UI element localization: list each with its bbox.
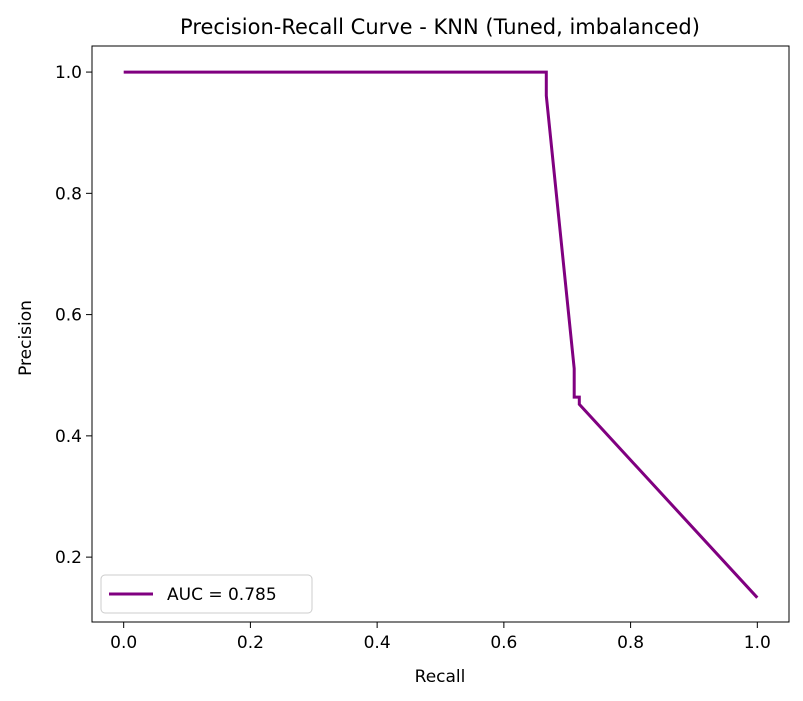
series-layer — [123, 70, 759, 599]
legend-label: AUC = 0.785 — [167, 585, 277, 605]
plot-frame — [91, 45, 790, 623]
legend-frame — [100, 574, 313, 614]
x-axis: 0.0 0.2 0.4 0.6 0.8 1.0 — [110, 622, 771, 653]
x-tick-label: 1.0 — [744, 633, 771, 653]
y-axis-label: Precision — [16, 300, 36, 376]
y-tick-label: 0.4 — [55, 427, 82, 447]
x-tick-label: 0.0 — [110, 633, 137, 653]
y-tick-label: 0.8 — [55, 184, 82, 204]
chart-title: Precision-Recall Curve - KNN (Tuned, imb… — [180, 15, 700, 39]
legend: AUC = 0.785 — [100, 574, 313, 614]
x-axis-label: Recall — [415, 667, 466, 687]
plot-area: 0.0 0.2 0.4 0.6 0.8 1.0 0.2 0.4 0.6 0.8 1.0 — [55, 45, 790, 653]
x-tick-label: 0.6 — [490, 633, 517, 653]
y-tick-label: 0.2 — [55, 548, 82, 568]
pr-curve-line — [123, 70, 759, 599]
y-tick-label: 0.6 — [55, 306, 82, 326]
x-tick-label: 0.8 — [617, 633, 644, 653]
x-tick-label: 0.2 — [237, 633, 264, 653]
y-axis: 0.2 0.4 0.6 0.8 1.0 — [55, 63, 92, 568]
y-tick-label: 1.0 — [55, 63, 82, 83]
x-tick-label: 0.4 — [364, 633, 391, 653]
